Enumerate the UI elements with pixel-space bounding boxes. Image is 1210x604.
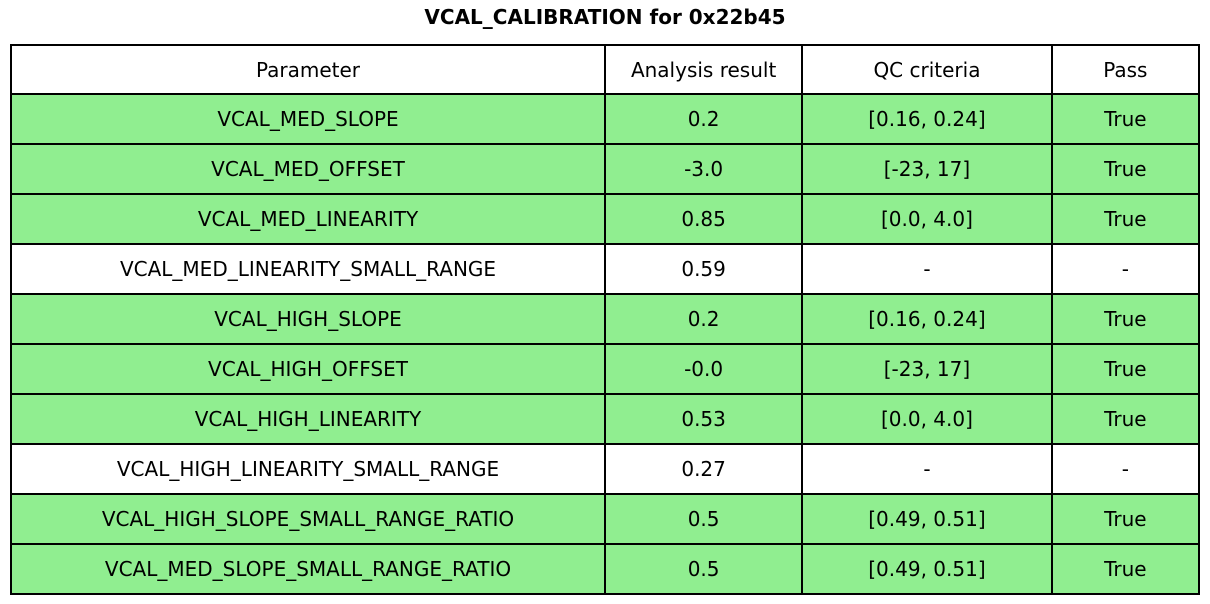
cell-qc-criteria: [-23, 17]: [801, 343, 1053, 395]
table-row: VCAL_HIGH_SLOPE_SMALL_RANGE_RATIO 0.5 [0.4…: [9, 493, 1201, 545]
table-header: Parameter Analysis result QC criteria Pass: [9, 44, 1201, 95]
cell-pass: True: [1050, 543, 1201, 595]
cell-analysis-result: 0.85: [604, 193, 804, 245]
cell-parameter: VCAL_HIGH_LINEARITY_SMALL_RANGE: [9, 443, 607, 495]
cell-analysis-result: 0.2: [604, 293, 804, 345]
cell-analysis-result: 0.59: [604, 243, 804, 295]
cell-pass: True: [1050, 143, 1201, 195]
column-header-1: Analysis result: [604, 44, 804, 95]
column-header-3: Pass: [1050, 44, 1201, 95]
cell-parameter: VCAL_HIGH_LINEARITY: [9, 393, 607, 445]
cell-qc-criteria: [0.16, 0.24]: [801, 93, 1053, 145]
cell-pass: True: [1050, 343, 1201, 395]
cell-qc-criteria: [0.16, 0.24]: [801, 293, 1053, 345]
table-row: VCAL_MED_OFFSET -3.0 [-23, 17] True: [9, 143, 1201, 195]
column-header-0: Parameter: [9, 44, 607, 95]
cell-pass: -: [1050, 443, 1201, 495]
cell-parameter: VCAL_MED_SLOPE_SMALL_RANGE_RATIO: [9, 543, 607, 595]
cell-analysis-result: 0.53: [604, 393, 804, 445]
table-body: VCAL_MED_SLOPE 0.2 [0.16, 0.24] True VCAL_ME…: [9, 93, 1201, 595]
cell-qc-criteria: -: [801, 443, 1053, 495]
table-row: VCAL_MED_SLOPE 0.2 [0.16, 0.24] True: [9, 93, 1201, 145]
cell-qc-criteria: [0.49, 0.51]: [801, 493, 1053, 545]
cell-qc-criteria: [0.49, 0.51]: [801, 543, 1053, 595]
cell-analysis-result: 0.2: [604, 93, 804, 145]
cell-qc-criteria: [0.0, 4.0]: [801, 193, 1053, 245]
qc-table: Parameter Analysis result QC criteria Pass …: [9, 44, 1201, 595]
table-row: VCAL_MED_LINEARITY_SMALL_RANGE 0.59- -: [9, 243, 1201, 295]
cell-parameter: VCAL_MED_OFFSET: [9, 143, 607, 195]
table-row: VCAL_MED_SLOPE_SMALL_RANGE_RATIO 0.5 [0.49…: [9, 543, 1201, 595]
cell-parameter: VCAL_MED_LINEARITY: [9, 193, 607, 245]
cell-analysis-result: -0.0: [604, 343, 804, 395]
cell-parameter: VCAL_HIGH_SLOPE_SMALL_RANGE_RATIO: [9, 493, 607, 545]
cell-pass: True: [1050, 93, 1201, 145]
cell-pass: True: [1050, 293, 1201, 345]
cell-qc-criteria: [-23, 17]: [801, 143, 1053, 195]
cell-qc-criteria: [0.0, 4.0]: [801, 393, 1053, 445]
cell-analysis-result: 0.5: [604, 543, 804, 595]
cell-parameter: VCAL_HIGH_OFFSET: [9, 343, 607, 395]
cell-parameter: VCAL_HIGH_SLOPE: [9, 293, 607, 345]
cell-parameter: VCAL_MED_SLOPE: [9, 93, 607, 145]
table-row: VCAL_HIGH_SLOPE 0.2 [0.16, 0.24] True: [9, 293, 1201, 345]
column-header-2: QC criteria: [801, 44, 1053, 95]
cell-pass: True: [1050, 493, 1201, 545]
header-row: Parameter Analysis result QC criteria Pass: [9, 44, 1201, 95]
cell-parameter: VCAL_MED_LINEARITY_SMALL_RANGE: [9, 243, 607, 295]
table-row: VCAL_HIGH_LINEARITY_SMALL_RANGE 0.27- -: [9, 443, 1201, 495]
table-row: VCAL_HIGH_LINEARITY 0.53 [0.0, 4.0] True: [9, 393, 1201, 445]
cell-analysis-result: 0.27: [604, 443, 804, 495]
table-row: VCAL_HIGH_OFFSET -0.0 [-23, 17] True: [9, 343, 1201, 395]
cell-analysis-result: 0.5: [604, 493, 804, 545]
cell-pass: True: [1050, 193, 1201, 245]
cell-pass: -: [1050, 243, 1201, 295]
cell-pass: True: [1050, 393, 1201, 445]
cell-qc-criteria: -: [801, 243, 1053, 295]
cell-analysis-result: -3.0: [604, 143, 804, 195]
table-row: VCAL_MED_LINEARITY 0.85 [0.0, 4.0] True: [9, 193, 1201, 245]
page-title: VCAL_CALIBRATION for 0x22b45: [424, 5, 786, 29]
